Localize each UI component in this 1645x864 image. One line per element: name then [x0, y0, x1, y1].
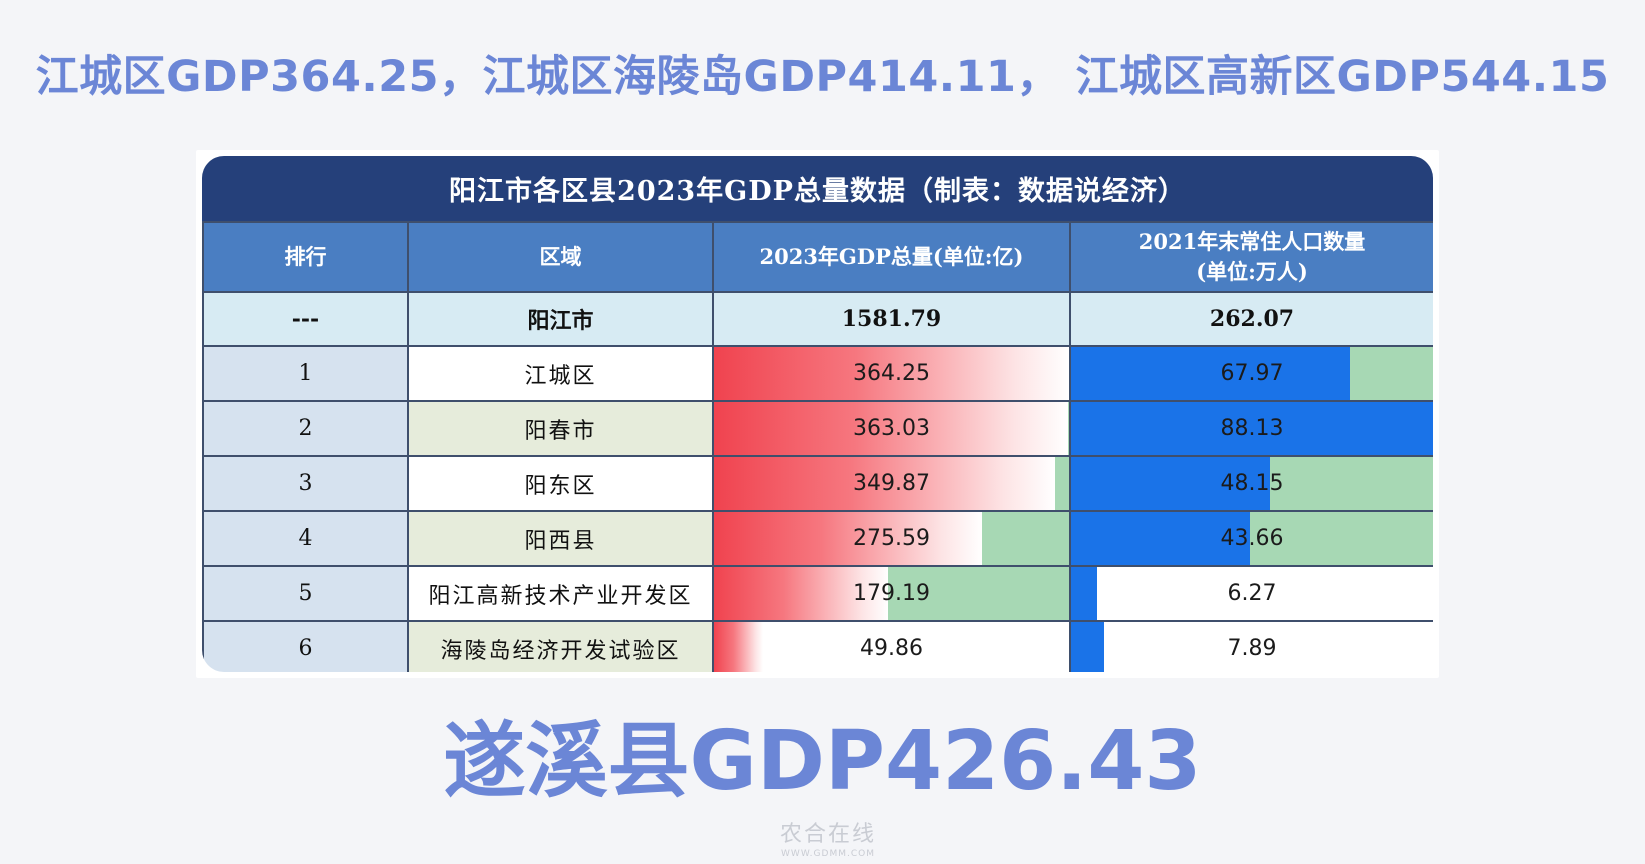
header-row: 排行 区域 2023年GDP总量(单位:亿) 2021年末常住人口数量 (单位:…	[202, 221, 1433, 293]
gdp-bar	[715, 623, 763, 672]
row-area: 阳东区	[407, 455, 714, 512]
table-title: 阳江市各区县2023年GDP总量数据（制表：数据说经济）	[202, 156, 1433, 221]
gdp-bar	[715, 568, 888, 619]
row-pop-value: 7.89	[1227, 636, 1277, 661]
header-pop-line1: 2021年末常住人口数量	[1138, 229, 1366, 254]
city-area: 阳江市	[407, 291, 714, 347]
pop-bar	[1072, 513, 1251, 564]
row-pop: 48.15	[1069, 455, 1433, 512]
row-pop-value: 6.27	[1227, 581, 1277, 606]
watermark: 农合在线 WWW.GDMM.COM	[728, 822, 928, 862]
row-area: 江城区	[407, 345, 714, 402]
row-rank: 2	[202, 400, 409, 457]
headline: 江城区GDP364.25，江城区海陵岛GDP414.11， 江城区高新区GDP5…	[35, 52, 1610, 102]
row-gdp: 349.87	[712, 455, 1071, 512]
row-gdp: 363.03	[712, 400, 1071, 457]
table-row: 3 阳东区 349.87 48.15	[202, 455, 1433, 512]
pop-bar	[1072, 623, 1104, 672]
row-area: 阳西县	[407, 510, 714, 567]
big-text: 遂溪县GDP426.43	[443, 714, 1202, 809]
row-pop: 7.89	[1069, 620, 1433, 672]
row-pop: 43.66	[1069, 510, 1433, 567]
row-area: 阳春市	[407, 400, 714, 457]
row-gdp-value: 49.86	[860, 636, 923, 661]
row-gdp: 275.59	[712, 510, 1071, 567]
row-pop-value: 48.15	[1220, 471, 1284, 496]
city-rank: ---	[202, 291, 409, 347]
row-pop: 67.97	[1069, 345, 1433, 402]
pop-bar	[1072, 568, 1097, 619]
table-row: 1 江城区 364.25 67.97	[202, 345, 1433, 402]
header-rank: 排行	[202, 221, 409, 293]
row-gdp: 179.19	[712, 565, 1071, 622]
header-pop: 2021年末常住人口数量 (单位:万人)	[1069, 221, 1433, 293]
header-pop-line2: (单位:万人)	[1196, 259, 1308, 284]
gdp-bar	[715, 348, 1068, 399]
row-gdp-value: 363.03	[853, 416, 930, 441]
row-area: 阳江高新技术产业开发区	[407, 565, 714, 622]
table-row: 2 阳春市 363.03 88.13	[202, 400, 1433, 457]
row-gdp: 49.86	[712, 620, 1071, 672]
city-row: --- 阳江市 1581.79 262.07	[202, 291, 1433, 347]
row-gdp-value: 364.25	[853, 361, 930, 386]
row-pop-value: 43.66	[1220, 526, 1284, 551]
table-row: 4 阳西县 275.59 43.66	[202, 510, 1433, 567]
data-table: 排行 区域 2023年GDP总量(单位:亿) 2021年末常住人口数量 (单位:…	[202, 221, 1433, 672]
row-pop-value: 67.97	[1220, 361, 1284, 386]
row-gdp-value: 349.87	[853, 471, 930, 496]
row-pop: 6.27	[1069, 565, 1433, 622]
pop-bar	[1072, 403, 1432, 454]
row-gdp-value: 179.19	[853, 581, 930, 606]
row-rank: 3	[202, 455, 409, 512]
watermark-text: 农合在线	[779, 822, 876, 847]
row-gdp-value: 275.59	[853, 526, 930, 551]
city-gdp: 1581.79	[712, 291, 1071, 347]
row-rank: 6	[202, 620, 409, 672]
gdp-table: 阳江市各区县2023年GDP总量数据（制表：数据说经济） 排行 区域 2023年…	[202, 156, 1433, 672]
pop-bar	[1072, 458, 1271, 509]
header-area: 区域	[407, 221, 714, 293]
table-body: 1 江城区 364.25 67.97 2 阳春市 363.03 88.13 3 阳东区 349.87…	[202, 345, 1433, 672]
gdp-bar	[715, 403, 1068, 454]
row-pop: 88.13	[1069, 400, 1433, 457]
header-gdp: 2023年GDP总量(单位:亿)	[712, 221, 1071, 293]
row-area: 海陵岛经济开发试验区	[407, 620, 714, 672]
watermark-url: WWW.GDMM.COM	[781, 849, 875, 859]
row-gdp: 364.25	[712, 345, 1071, 402]
gdp-bar	[715, 458, 1055, 509]
row-rank: 4	[202, 510, 409, 567]
table-row: 6 海陵岛经济开发试验区 49.86 7.89	[202, 620, 1433, 672]
pop-bar	[1072, 348, 1350, 399]
row-rank: 1	[202, 345, 409, 402]
row-rank: 5	[202, 565, 409, 622]
table-row: 5 阳江高新技术产业开发区 179.19 6.27	[202, 565, 1433, 622]
table-card: 阳江市各区县2023年GDP总量数据（制表：数据说经济） 排行 区域 2023年…	[196, 150, 1439, 678]
row-pop-value: 88.13	[1220, 416, 1284, 441]
gdp-bar	[715, 513, 983, 564]
city-pop: 262.07	[1069, 291, 1433, 347]
